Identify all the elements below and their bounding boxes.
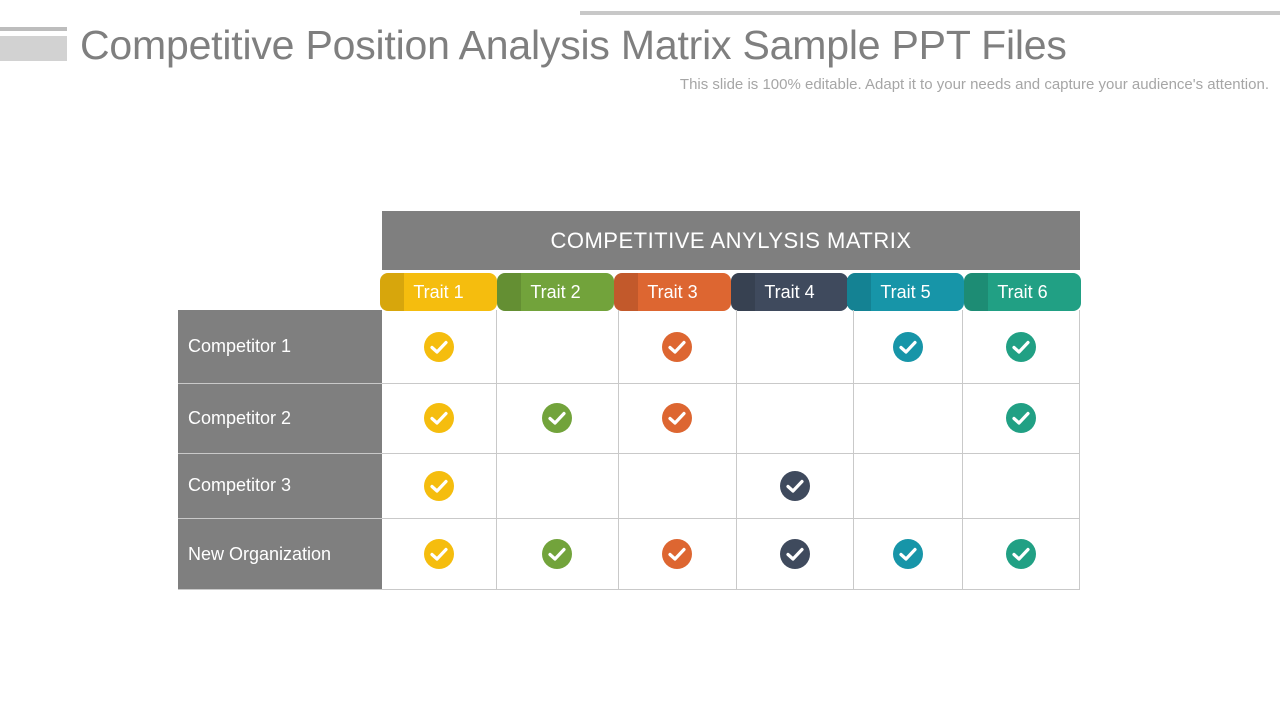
check-circle-icon [424,331,454,362]
check-circle-icon [424,539,454,569]
trait-tab-accent [497,273,521,311]
check-circle-icon [542,403,572,433]
check-circle-icon [1006,539,1036,569]
trait-header-4: Trait 4 [731,273,848,311]
column-divider [618,310,619,590]
row-label-2: Competitor 2 [178,383,382,453]
trait-label: Trait 3 [647,281,698,302]
trait-label: Trait 6 [997,281,1048,302]
row-label-3: Competitor 3 [178,453,382,518]
check-circle-icon [662,403,692,433]
decorative-top-line [580,11,1280,15]
column-divider [736,310,737,590]
matrix-header: COMPETITIVE ANYLYSIS MATRIX [382,211,1080,270]
row-divider [178,383,1080,384]
trait-label: Trait 1 [413,281,464,302]
trait-header-6: Trait 6 [964,273,1081,311]
slide-subtitle: This slide is 100% editable. Adapt it to… [679,76,1269,93]
row-divider [178,518,1080,519]
trait-header-2: Trait 2 [497,273,614,311]
trait-header-1: Trait 1 [380,273,497,311]
column-divider [1079,310,1080,590]
trait-tab-accent [380,273,404,311]
row-divider [178,589,1080,590]
trait-label: Trait 4 [764,281,815,302]
column-divider [496,310,497,590]
trait-tab-accent [731,273,755,311]
check-circle-icon [662,539,692,569]
check-circle-icon [424,470,454,501]
title-accent-bar [0,27,67,61]
check-circle-icon [1006,403,1036,433]
row-divider [178,453,1080,454]
column-divider [853,310,854,590]
check-circle-icon [662,331,692,362]
trait-tab-accent [614,273,638,311]
slide-title: Competitive Position Analysis Matrix Sam… [80,22,1067,68]
check-circle-icon [779,470,810,501]
check-circle-icon [892,539,923,569]
row-label-4: New Organization [178,518,382,590]
check-circle-icon [424,403,454,433]
column-divider [962,310,963,590]
check-circle-icon [542,539,572,569]
row-label-1: Competitor 1 [178,310,382,383]
trait-header-5: Trait 5 [847,273,964,311]
trait-tab-accent [847,273,871,311]
trait-label: Trait 2 [530,281,581,302]
trait-tab-accent [964,273,988,311]
check-circle-icon [892,331,923,362]
trait-header-3: Trait 3 [614,273,731,311]
check-circle-icon [1006,331,1036,362]
check-circle-icon [779,539,810,569]
trait-label: Trait 5 [880,281,931,302]
